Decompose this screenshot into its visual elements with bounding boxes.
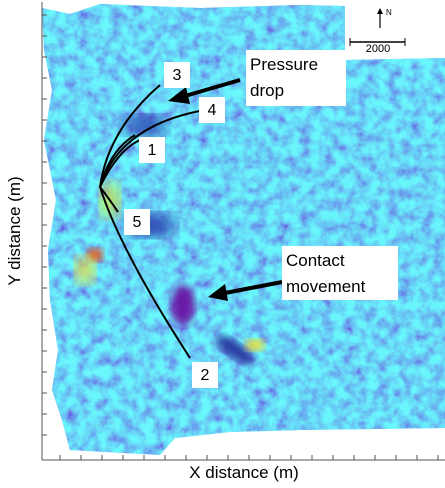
well-label: 5 — [133, 214, 142, 231]
annotation-pressure: Pressure drop — [246, 50, 346, 106]
annotation-text: drop — [250, 81, 284, 100]
well-label: 2 — [201, 367, 210, 384]
north-label: N — [386, 8, 392, 17]
annotation-contact: Contact movement — [282, 246, 398, 300]
y-axis-label: Y distance (m) — [5, 176, 24, 285]
amplitude-map — [40, 0, 445, 460]
well-label: 3 — [173, 67, 182, 84]
well-label: 4 — [208, 102, 217, 119]
scale-bar: 2000 N — [350, 8, 405, 55]
annotation-text: Contact — [286, 251, 345, 270]
annotation-text: Pressure — [250, 55, 318, 74]
x-axis-label: X distance (m) — [189, 463, 299, 482]
annotation-text: movement — [286, 277, 366, 296]
well-label: 1 — [148, 142, 157, 159]
scale-label: 2000 — [366, 43, 390, 55]
figure: 2000 N Pressure drop Contact movement 1 2… — [0, 0, 445, 488]
